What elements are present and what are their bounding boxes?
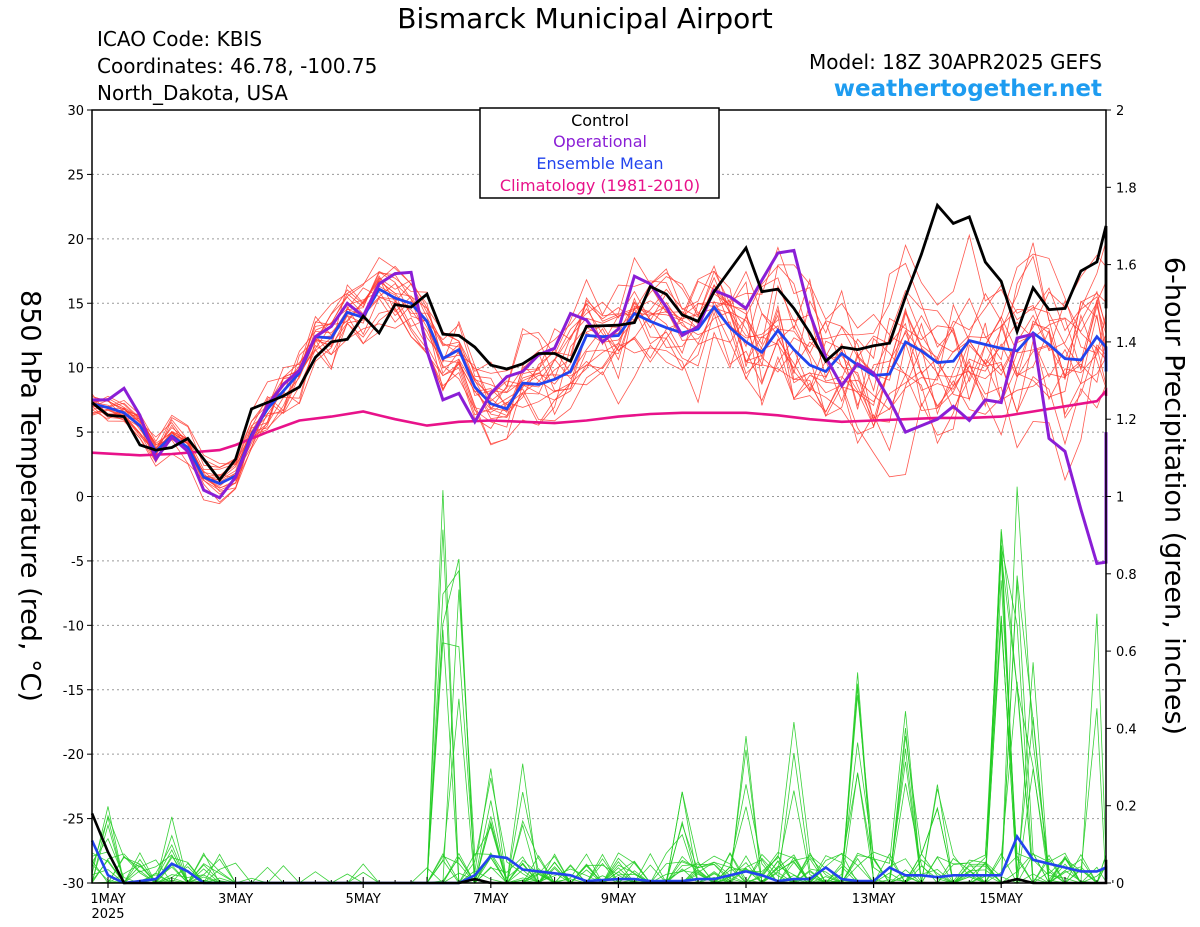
member-precipitation-line — [91, 575, 1107, 885]
y-tick-label-left: -25 — [63, 813, 84, 828]
icao-code: ICAO Code: KBIS — [97, 27, 263, 51]
y-tick-label-left: 25 — [67, 168, 84, 183]
model-run: Model: 18Z 30APR2025 GEFS — [809, 50, 1102, 74]
ensemble-mean-line — [91, 287, 1108, 486]
y-tick-label-right: 1 — [1116, 491, 1124, 506]
legend-box — [479, 107, 720, 199]
x-tick-label: 3MAY — [218, 892, 253, 907]
y-tick-label-left: 5 — [76, 426, 84, 441]
x-tick-label: 1MAY — [90, 892, 125, 907]
ensemble-members-temperature — [91, 233, 1107, 505]
x-tick-label: 7MAY — [473, 892, 508, 907]
coordinates: Coordinates: 46.78, -100.75 — [97, 54, 378, 78]
x-tick-label: 11MAY — [724, 892, 768, 907]
member-precipitation-line — [92, 545, 1107, 885]
member-precipitation-line — [91, 547, 1107, 884]
member-temperature-line — [91, 264, 1107, 468]
x-tick-label: 5MAY — [346, 892, 381, 907]
y-tick-label-right: 1.8 — [1116, 181, 1137, 196]
site-link[interactable]: weathertogether.net — [833, 76, 1102, 102]
operational-line — [92, 248, 1108, 566]
member-precipitation-line — [91, 613, 1107, 885]
member-precipitation-line — [92, 728, 1107, 884]
chart-title: Bismarck Municipal Airport — [397, 2, 773, 35]
control-line — [91, 202, 1108, 483]
member-temperature-line — [91, 246, 1107, 503]
member-temperature-line — [91, 256, 1107, 495]
y-tick-label-left: 15 — [67, 297, 84, 312]
axes: 302520151050-5-10-15-20-25-3021.81.61.41… — [63, 104, 1137, 922]
y-tick-label-left: -20 — [63, 748, 84, 763]
y-tick-label-left: 30 — [67, 104, 84, 119]
member-precipitation-line — [92, 486, 1107, 885]
member-temperature-line — [91, 280, 1107, 479]
legend-operational: Operational — [553, 132, 647, 151]
y-tick-label-right: 0.6 — [1116, 645, 1137, 660]
member-precipitation-line — [92, 569, 1107, 884]
y-tick-label-right: 0.4 — [1116, 722, 1137, 737]
y-tick-label-right: 0 — [1116, 877, 1124, 892]
member-precipitation-line — [91, 529, 1107, 885]
y-tick-label-right: 0.8 — [1116, 568, 1137, 583]
climatology-line — [91, 387, 1108, 457]
member-precipitation-line — [91, 681, 1107, 884]
y-tick-label-left: 0 — [76, 491, 84, 506]
legend-ensemble-mean: Ensemble Mean — [536, 154, 664, 173]
y-tick-label-right: 2 — [1116, 104, 1124, 119]
y-tick-label-left: -30 — [63, 877, 84, 892]
y-tick-label-left: 20 — [67, 233, 84, 248]
member-precipitation-line — [92, 556, 1107, 885]
y-axis-label-left: 850 hPa Temperature (red, °C) — [14, 290, 46, 702]
ensemble-members-precipitation — [91, 486, 1107, 885]
y-tick-label-right: 0.2 — [1116, 800, 1137, 815]
member-precipitation-line — [91, 531, 1107, 885]
member-precipitation-line — [91, 553, 1107, 885]
member-precipitation-line — [92, 490, 1107, 884]
y-tick-label-left: 10 — [67, 362, 84, 377]
y-axis-label-right: 6-hour Precipitation (green, inches) — [1158, 256, 1190, 736]
member-temperature-line — [91, 236, 1107, 486]
y-tick-label-right: 1.4 — [1116, 336, 1137, 351]
x-tick-label: 13MAY — [852, 892, 896, 907]
x-tick-year-label: 2025 — [91, 907, 124, 922]
y-tick-label-right: 1.2 — [1116, 413, 1137, 428]
member-precipitation-line — [91, 615, 1107, 884]
legend-control: Control — [571, 111, 629, 130]
y-tick-label-left: -5 — [71, 555, 84, 570]
y-tick-label-left: -10 — [63, 619, 84, 634]
region: North_Dakota, USA — [97, 81, 288, 105]
y-tick-label-right: 1.6 — [1116, 259, 1137, 274]
legend-climatology: Climatology (1981-2010) — [499, 176, 701, 195]
x-tick-label: 9MAY — [601, 892, 636, 907]
member-precipitation-line — [91, 748, 1107, 885]
precip-control-line — [90, 812, 1108, 885]
y-tick-label-left: -15 — [63, 684, 84, 699]
grid-lines — [92, 173, 1106, 820]
x-tick-label: 15MAY — [979, 892, 1023, 907]
member-temperature-line — [91, 233, 1107, 491]
member-precipitation-line — [91, 529, 1107, 884]
